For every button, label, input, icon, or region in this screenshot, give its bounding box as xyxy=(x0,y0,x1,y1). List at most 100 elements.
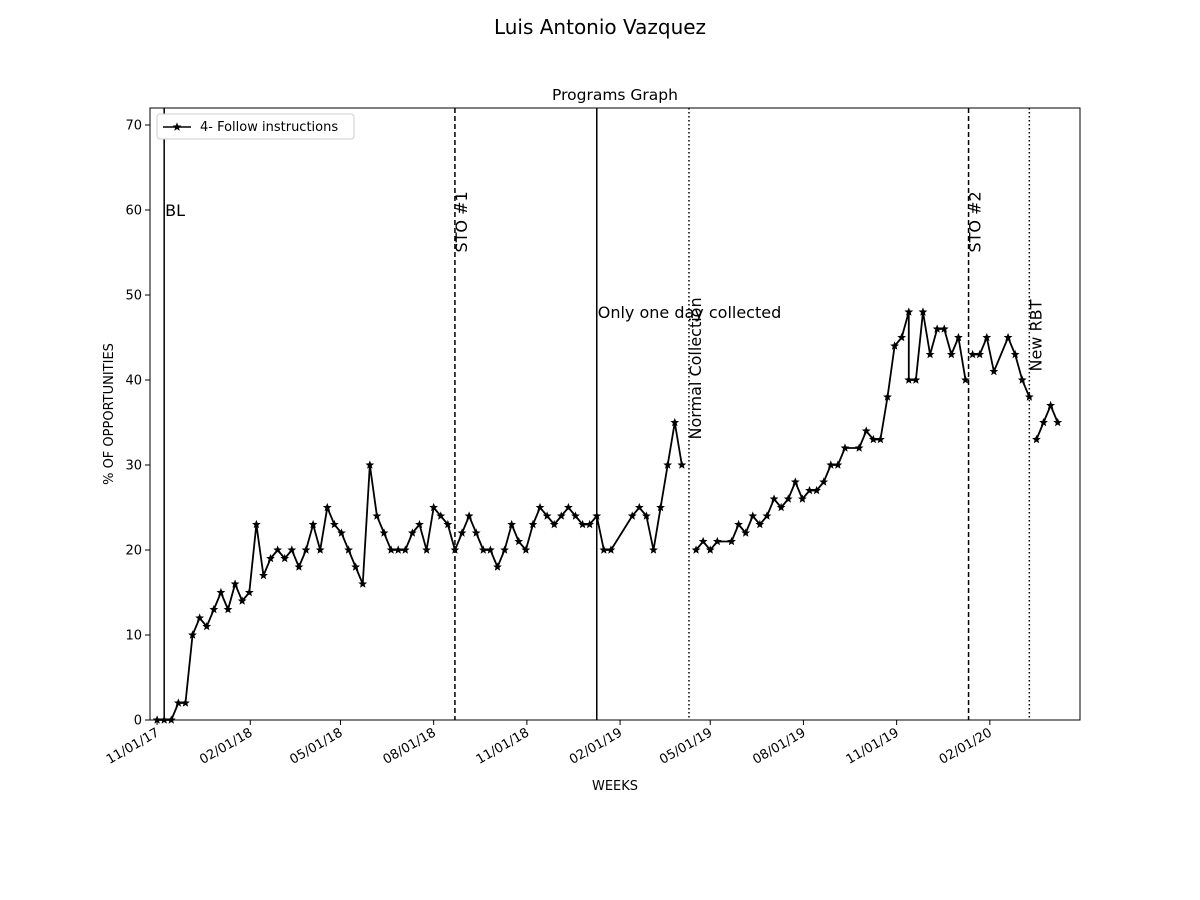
data-point-star xyxy=(280,553,290,563)
data-point-star xyxy=(365,460,375,469)
data-point-star xyxy=(1003,332,1013,342)
data-point-star xyxy=(294,562,304,571)
data-point-star xyxy=(790,477,800,486)
data-point-star xyxy=(968,349,977,359)
data-point-star xyxy=(705,545,715,554)
data-point-star xyxy=(273,545,283,554)
data-point-star xyxy=(769,494,779,503)
series-line xyxy=(1035,404,1059,440)
chart-title: Programs Graph xyxy=(552,86,678,104)
data-point-star xyxy=(946,349,956,359)
y-tick-label: 0 xyxy=(134,714,142,729)
data-point-star xyxy=(486,545,495,554)
data-point-star xyxy=(344,545,353,554)
data-point-star xyxy=(1032,434,1041,444)
data-point-star xyxy=(748,511,758,520)
data-point-star xyxy=(386,545,396,554)
legend: 4- Follow instructions xyxy=(156,113,355,140)
data-point-star xyxy=(1053,417,1063,427)
y-axis: 0 10 20 30 40 50 60 70 xyxy=(125,119,150,729)
data-point-star xyxy=(330,519,339,529)
data-point-star xyxy=(585,519,595,529)
data-point-star xyxy=(322,502,332,512)
data-point-star xyxy=(982,332,992,342)
data-point-star xyxy=(861,426,871,435)
data-point-star xyxy=(422,545,431,554)
data-point-star xyxy=(975,349,985,359)
data-point-star xyxy=(854,443,864,452)
data-point-star xyxy=(223,604,233,614)
data-point-star xyxy=(1017,375,1027,384)
data-point-star xyxy=(549,519,559,529)
data-point-star xyxy=(989,366,999,376)
plot-area xyxy=(150,108,1080,720)
x-tick-label: 08/01/19 xyxy=(750,725,808,767)
data-point-star xyxy=(181,698,190,707)
data-point-star xyxy=(592,511,602,520)
x-axis: 11/01/17 02/01/18 05/01/18 08/01/18 11/01/18… xyxy=(104,720,995,768)
data-point-star xyxy=(762,511,772,520)
data-point-star xyxy=(351,562,361,571)
data-point-star xyxy=(535,502,545,512)
data-point-star xyxy=(961,375,970,384)
data-point-star xyxy=(571,511,580,520)
data-point-star xyxy=(890,341,899,350)
data-point-star xyxy=(798,494,807,503)
data-point-star xyxy=(308,519,318,529)
data-point-star xyxy=(599,545,609,554)
data-point-star xyxy=(868,434,878,444)
data-point-star xyxy=(315,545,325,554)
plot-frame xyxy=(149,107,1081,721)
data-point-star xyxy=(925,349,935,359)
x-tick-label: 02/01/18 xyxy=(197,725,255,767)
phase-label: BL xyxy=(165,201,185,220)
series-line xyxy=(695,311,967,551)
data-point-star xyxy=(904,307,914,316)
data-point-star xyxy=(939,324,949,333)
data-point-star xyxy=(642,511,651,520)
data-point-star xyxy=(1024,392,1034,401)
data-point-star xyxy=(237,596,247,605)
x-tick-label: 02/01/20 xyxy=(937,725,995,767)
data-point-star xyxy=(677,460,687,469)
data-point-star xyxy=(876,434,885,444)
data-point-star xyxy=(776,502,786,512)
data-point-star xyxy=(670,417,680,427)
y-tick-label: 50 xyxy=(125,289,142,304)
phase-label: Normal Collection xyxy=(686,297,705,439)
phase-label: STO #1 xyxy=(452,191,471,252)
data-point-star xyxy=(840,443,850,452)
data-point-star xyxy=(556,511,566,520)
data-point-star xyxy=(805,485,814,495)
y-tick-label: 10 xyxy=(125,629,142,644)
data-point-star xyxy=(918,307,928,316)
legend-box xyxy=(156,113,355,140)
data-point-star xyxy=(358,579,368,588)
data-point-star xyxy=(209,604,219,614)
data-point-star xyxy=(904,375,914,384)
x-axis-label: WEEKS xyxy=(592,779,638,794)
data-point-star xyxy=(393,545,403,554)
data-point-star xyxy=(833,460,843,469)
data-point-star xyxy=(755,519,765,529)
data-point-star xyxy=(634,502,644,512)
data-point-star xyxy=(812,485,821,495)
data-point-star xyxy=(826,460,836,469)
data-point-star xyxy=(457,528,467,537)
data-point-star xyxy=(1010,349,1020,359)
data-point-star xyxy=(656,502,665,512)
data-point-star xyxy=(1046,400,1055,410)
x-tick-label: 02/01/19 xyxy=(567,725,625,767)
data-point-star xyxy=(287,545,297,554)
y-tick-label: 70 xyxy=(125,119,142,134)
data-point-star xyxy=(783,494,793,503)
data-point-star xyxy=(464,511,474,520)
phase-label: STO #2 xyxy=(966,191,985,252)
data-point-star xyxy=(741,528,751,537)
x-tick-label: 05/01/18 xyxy=(287,725,345,767)
data-point-star xyxy=(379,528,389,537)
data-point-star xyxy=(372,511,382,520)
